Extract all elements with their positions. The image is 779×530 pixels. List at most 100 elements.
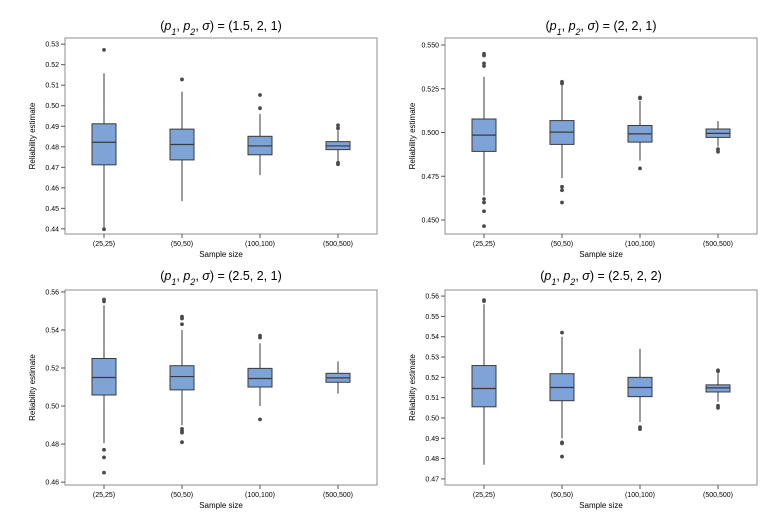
x-tick-label: (500,500) bbox=[703, 492, 733, 499]
y-tick-label: 0.48 bbox=[45, 442, 59, 449]
box-(100,100) bbox=[247, 93, 273, 176]
plot-frame bbox=[64, 289, 378, 486]
y-tick-label: 0.52 bbox=[45, 366, 59, 373]
box-(25,25) bbox=[91, 48, 117, 232]
y-tick-label: 0.50 bbox=[45, 404, 59, 411]
outlier-point bbox=[258, 333, 262, 338]
outlier-point bbox=[482, 197, 486, 201]
y-tick-label: 0.52 bbox=[425, 375, 439, 382]
y-tick-label: 0.45 bbox=[45, 206, 59, 213]
outlier-point bbox=[482, 64, 486, 68]
plot-frame bbox=[64, 37, 378, 235]
x-axis-label: Sample size bbox=[199, 501, 243, 510]
y-tick-label: 0.47 bbox=[425, 476, 439, 483]
box-(50,50) bbox=[549, 330, 575, 459]
y-axis-label: Reliability estimate bbox=[408, 102, 417, 169]
y-tick-label: 0.49 bbox=[45, 124, 59, 131]
x-tick-label: (50,50) bbox=[171, 241, 193, 248]
y-tick-label: 0.49 bbox=[425, 436, 439, 443]
outlier-point bbox=[638, 96, 642, 101]
outlier-point bbox=[638, 427, 642, 432]
box-iqr bbox=[471, 365, 497, 408]
outlier-point bbox=[336, 126, 340, 131]
box-(50,50) bbox=[169, 77, 195, 202]
y-tick-label: 0.53 bbox=[425, 355, 439, 362]
outlier-point bbox=[258, 417, 262, 422]
outlier-point bbox=[560, 79, 564, 84]
y-axis-label: Reliability estimate bbox=[408, 354, 417, 421]
box-(500,500) bbox=[325, 123, 351, 167]
outlier-point bbox=[102, 48, 106, 52]
outlier-point bbox=[180, 314, 184, 319]
y-tick-label: 0.450 bbox=[421, 218, 439, 225]
outlier-point bbox=[560, 330, 564, 335]
x-tick-label: (50,50) bbox=[171, 492, 193, 499]
outlier-point bbox=[180, 77, 184, 82]
box-(100,100) bbox=[247, 333, 273, 422]
box-(50,50) bbox=[169, 314, 195, 445]
box-(100,100) bbox=[627, 348, 653, 432]
box-(500,500) bbox=[325, 361, 351, 394]
y-axis-label: Reliability estimate bbox=[28, 102, 37, 169]
outlier-point bbox=[482, 61, 486, 66]
x-tick-label: (500,500) bbox=[323, 241, 353, 248]
x-axis-label: Sample size bbox=[199, 250, 243, 259]
x-tick-label: (100,100) bbox=[625, 241, 655, 248]
y-tick-label: 0.46 bbox=[45, 185, 59, 192]
y-tick-label: 0.48 bbox=[425, 456, 439, 463]
y-tick-label: 0.475 bbox=[421, 174, 439, 181]
x-tick-label: (25,25) bbox=[473, 492, 495, 499]
outlier-point bbox=[482, 200, 486, 205]
x-tick-label: (25,25) bbox=[473, 241, 495, 248]
panel-bottom-right: (p1, p2, σ) = (2.5, 2, 2) 0.47 0.48 0.49 0.5… bbox=[408, 269, 758, 510]
y-tick-label: 0.50 bbox=[425, 415, 439, 422]
y-tick-label: 0.50 bbox=[45, 103, 59, 110]
x-tick-label: (25,25) bbox=[93, 241, 115, 248]
outlier-point bbox=[336, 162, 340, 167]
outlier-point bbox=[180, 430, 184, 435]
outlier-point bbox=[716, 368, 720, 373]
outlier-point bbox=[102, 297, 106, 302]
outlier-point bbox=[716, 405, 720, 410]
outlier-point bbox=[560, 188, 564, 193]
y-tick-label: 0.51 bbox=[45, 83, 59, 90]
box-(25,25) bbox=[471, 298, 497, 465]
y-tick-label: 0.46 bbox=[45, 480, 59, 487]
y-tick-label: 0.52 bbox=[45, 62, 59, 69]
outlier-point bbox=[482, 209, 486, 214]
outlier-point bbox=[102, 447, 106, 452]
y-tick-label: 0.51 bbox=[425, 395, 439, 402]
box-iqr bbox=[91, 357, 117, 396]
x-tick-label: (50,50) bbox=[551, 492, 573, 499]
x-tick-label: (100,100) bbox=[245, 492, 275, 499]
box-iqr bbox=[247, 367, 273, 388]
x-tick-label: (500,500) bbox=[323, 492, 353, 499]
panel-top-left: (p1, p2, σ) = (1.5, 2, 1) 0.44 0.45 0.46 0.4… bbox=[28, 19, 378, 259]
y-tick-label: 0.44 bbox=[45, 226, 59, 233]
x-tick-label: (500,500) bbox=[703, 241, 733, 248]
y-tick-label: 0.47 bbox=[45, 165, 59, 172]
outlier-point bbox=[560, 184, 564, 189]
box-(500,500) bbox=[705, 368, 731, 410]
box-(25,25) bbox=[91, 297, 117, 475]
chart-title: (p1, p2, σ) = (2.5, 2, 2) bbox=[540, 269, 661, 287]
outlier-point bbox=[716, 149, 720, 154]
panel-top-right: (p1, p2, σ) = (2, 2, 1) 0.450 0.475 0.500 0.… bbox=[408, 19, 758, 259]
y-tick-label: 0.54 bbox=[425, 334, 439, 341]
y-tick-label: 0.56 bbox=[45, 289, 59, 296]
outlier-point bbox=[716, 147, 720, 152]
outlier-point bbox=[258, 106, 262, 111]
x-tick-label: (100,100) bbox=[625, 492, 655, 499]
outlier-point bbox=[560, 454, 564, 459]
x-tick-label: (25,25) bbox=[93, 492, 115, 499]
outlier-point bbox=[482, 51, 486, 56]
box-(500,500) bbox=[705, 121, 731, 154]
outlier-point bbox=[102, 455, 106, 460]
box-iqr bbox=[169, 365, 195, 391]
box-(50,50) bbox=[549, 79, 575, 205]
panel-bottom-left: (p1, p2, σ) = (2.5, 2, 1) 0.46 0.48 0.50 0.5… bbox=[28, 269, 378, 510]
chart-title: (p1, p2, σ) = (1.5, 2, 1) bbox=[160, 19, 281, 37]
outlier-point bbox=[180, 322, 184, 327]
outlier-point bbox=[560, 441, 564, 446]
